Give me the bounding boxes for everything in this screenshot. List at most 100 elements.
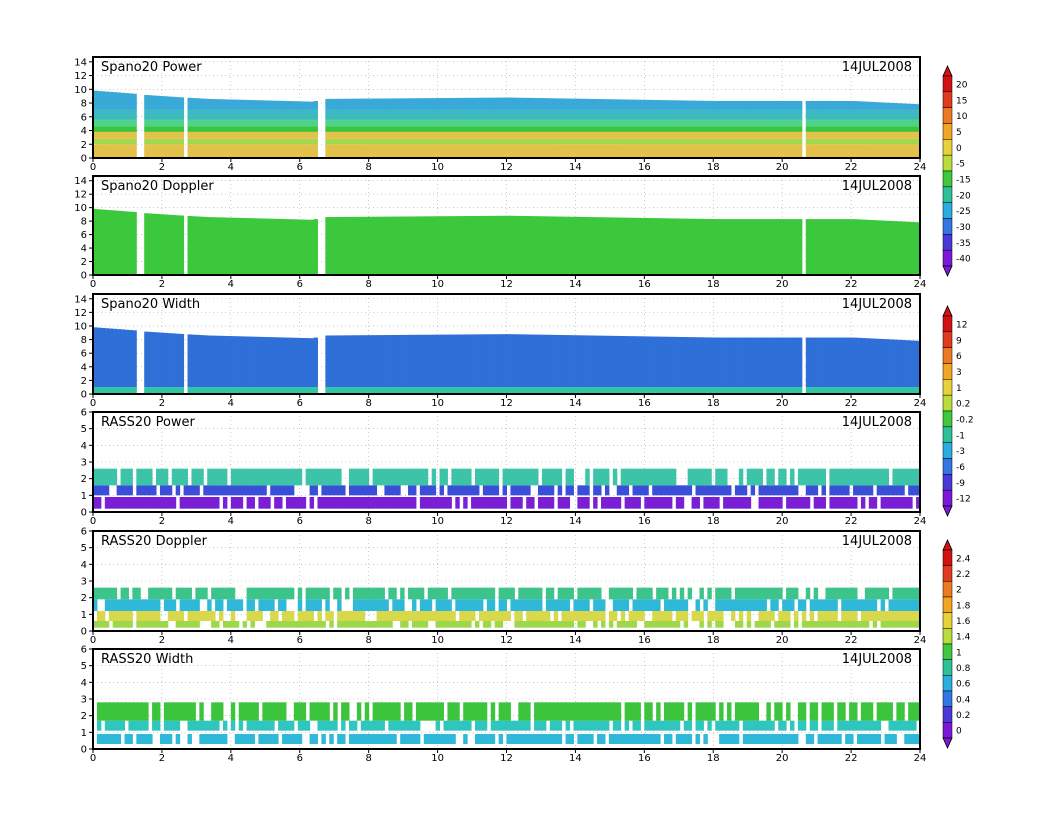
heatmap-cell bbox=[908, 599, 913, 611]
heatmap-cell bbox=[912, 621, 917, 628]
heatmap-cell bbox=[640, 599, 645, 611]
heatmap-cell bbox=[856, 219, 862, 275]
heatmap-cell bbox=[652, 131, 657, 139]
heatmap-cell bbox=[360, 138, 366, 145]
heatmap-cell bbox=[652, 720, 657, 731]
heatmap-cell bbox=[171, 468, 177, 486]
heatmap-cell bbox=[144, 138, 149, 145]
heatmap-cell bbox=[270, 119, 275, 127]
heatmap-cell bbox=[427, 334, 433, 388]
heatmap-cell bbox=[817, 599, 823, 611]
heatmap-cell bbox=[727, 734, 732, 744]
heatmap-cell bbox=[829, 720, 834, 731]
heatmap-cell bbox=[104, 144, 110, 158]
heatmap-cell bbox=[876, 131, 882, 139]
heatmap-cell bbox=[293, 119, 299, 127]
heatmap-cell bbox=[790, 131, 795, 139]
heatmap-cell bbox=[541, 485, 547, 496]
heatmap-cell bbox=[813, 621, 819, 628]
heatmap-cell bbox=[707, 621, 712, 628]
heatmap-cell bbox=[128, 109, 133, 120]
heatmap-cell bbox=[868, 468, 874, 486]
colorbar-swatch bbox=[942, 379, 953, 396]
heatmap-cell bbox=[912, 340, 917, 388]
heatmap-cell bbox=[439, 621, 444, 628]
colorbar-label: 10 bbox=[956, 112, 968, 122]
heatmap-cell bbox=[242, 126, 248, 132]
heatmap-cell bbox=[384, 599, 389, 611]
heatmap-cell bbox=[565, 98, 571, 110]
x-tick-label: 4 bbox=[228, 635, 234, 646]
heatmap-cell bbox=[849, 219, 854, 275]
heatmap-cell bbox=[577, 485, 582, 496]
colorbar-swatch bbox=[942, 706, 953, 723]
heatmap-cell bbox=[675, 720, 681, 731]
heatmap-cell bbox=[199, 98, 204, 110]
heatmap-cell bbox=[341, 702, 346, 721]
heatmap-cells bbox=[93, 327, 921, 394]
heatmap-cell bbox=[388, 335, 393, 388]
heatmap-cell bbox=[766, 734, 771, 744]
heatmap-cell bbox=[691, 611, 697, 621]
heatmap-cell bbox=[770, 119, 775, 127]
heatmap-cell bbox=[884, 611, 889, 621]
heatmap-cell bbox=[116, 210, 122, 275]
heatmap-cell bbox=[667, 131, 673, 139]
x-tick-label: 6 bbox=[297, 398, 303, 409]
heatmap-cell bbox=[144, 119, 149, 127]
heatmap-cell bbox=[341, 497, 346, 509]
heatmap-cell bbox=[632, 734, 637, 744]
heatmap-cell bbox=[156, 587, 161, 600]
heatmap-cell bbox=[262, 599, 267, 611]
heatmap-cell bbox=[502, 387, 507, 394]
heatmap-cell bbox=[612, 702, 618, 721]
heatmap-cell bbox=[510, 119, 515, 127]
heatmap-cell bbox=[797, 468, 803, 486]
heatmap-cell bbox=[514, 97, 519, 110]
heatmap-cell bbox=[128, 497, 133, 509]
heatmap-cell bbox=[545, 734, 551, 744]
heatmap-cell bbox=[888, 126, 893, 132]
heatmap-cell bbox=[632, 485, 637, 496]
heatmap-cell bbox=[597, 119, 602, 127]
heatmap-cell bbox=[345, 387, 350, 394]
heatmap-cell bbox=[356, 119, 362, 127]
heatmap-cell bbox=[825, 720, 830, 731]
heatmap-cell bbox=[356, 216, 362, 275]
heatmap-cell bbox=[219, 138, 224, 145]
heatmap-cell bbox=[262, 387, 267, 394]
heatmap-cell bbox=[285, 337, 291, 388]
heatmap-cell bbox=[337, 599, 342, 611]
heatmap-cell bbox=[175, 387, 181, 394]
heatmap-cell bbox=[226, 126, 232, 132]
x-tick-label: 0 bbox=[90, 162, 96, 173]
heatmap-cell bbox=[108, 328, 114, 388]
heatmap-cell bbox=[309, 611, 315, 621]
heatmap-cell bbox=[585, 599, 590, 611]
heatmap-cell bbox=[104, 131, 110, 139]
heatmap-cell bbox=[833, 497, 838, 509]
heatmap-cell bbox=[467, 599, 472, 611]
heatmap-cell bbox=[652, 218, 657, 275]
heatmap-cell bbox=[892, 221, 897, 275]
heatmap-cell bbox=[715, 387, 720, 394]
heatmap-cell bbox=[258, 587, 263, 600]
heatmap-cell bbox=[908, 611, 913, 621]
heatmap-cell bbox=[124, 387, 129, 394]
heatmap-cell bbox=[664, 702, 669, 721]
heatmap-cell bbox=[372, 621, 378, 628]
heatmap-cell bbox=[167, 387, 173, 394]
heatmap-cell bbox=[632, 621, 637, 628]
heatmap-cell bbox=[762, 485, 767, 496]
heatmap-cell bbox=[849, 702, 854, 721]
heatmap-cell bbox=[490, 485, 496, 496]
heatmap-cell bbox=[805, 100, 811, 110]
heatmap-cell bbox=[908, 497, 913, 509]
heatmap-cell bbox=[888, 599, 893, 611]
heatmap-cell bbox=[884, 119, 889, 127]
heatmap-cell bbox=[793, 144, 799, 158]
heatmap-cell bbox=[778, 100, 783, 110]
heatmap-cell bbox=[699, 131, 704, 139]
